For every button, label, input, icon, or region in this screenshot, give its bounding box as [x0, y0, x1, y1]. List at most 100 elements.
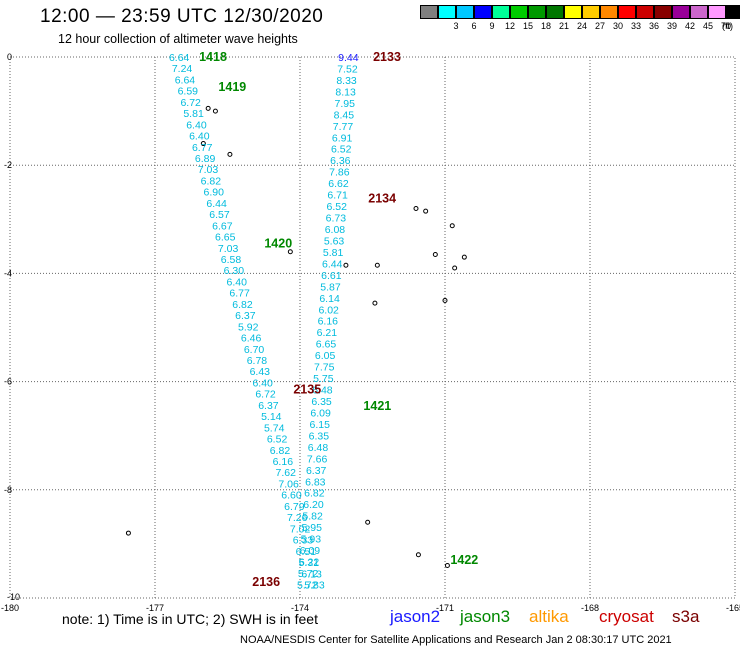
track-a-swh-value: 6.90 — [204, 187, 225, 199]
track-b-swh-value: 6.05 — [315, 350, 336, 362]
track-a-swh-value: 6.44 — [206, 198, 227, 210]
island-outline — [452, 265, 458, 271]
track-b-swh-value: 5.87 — [320, 281, 341, 293]
lon-tick-label: -165 — [726, 603, 740, 613]
track-a-swh-value: 7.03 — [218, 243, 239, 255]
track-b-swh-value: 6.35 — [311, 396, 332, 408]
track-b-swh-value: 6.73 — [326, 213, 347, 225]
track-b-swh-value: 5.82 — [302, 511, 323, 523]
track-a-swh-value: 6.51 — [296, 546, 317, 558]
track-a-swh-value: 6.82 — [201, 175, 222, 187]
lat-tick-label: -2 — [4, 160, 12, 170]
track-b-swh-value: 5.72 — [298, 568, 319, 580]
track-b-swh-value: 6.48 — [308, 442, 329, 454]
track-a-swh-value: 6.43 — [250, 366, 271, 378]
island-outline — [227, 151, 233, 157]
track-a-swh-value: 6.13 — [301, 568, 322, 580]
legend-unit: (ft) — [722, 21, 733, 31]
track-a-swh-value: 6.67 — [212, 220, 233, 232]
legend-swatch — [528, 5, 546, 19]
track-a-swh-value: 7.06 — [278, 478, 299, 490]
legend-label: 42 — [684, 21, 695, 31]
track-a-swh-value: 6.40 — [189, 131, 210, 143]
map-frame — [9, 56, 736, 599]
track-a-swh-value: 5.92 — [238, 321, 259, 333]
track-b-swh-value: 7.86 — [329, 167, 350, 179]
legend-label: 36 — [648, 21, 659, 31]
track-b-swh-value: 5.81 — [323, 247, 344, 259]
legend-label: 15 — [522, 21, 533, 31]
island-outline — [343, 262, 349, 268]
track-a-swh-value: 6.40 — [227, 276, 248, 288]
track-b-swh-value: 6.22 — [299, 557, 320, 569]
pass-time-label: 1420 — [264, 237, 292, 251]
satellite-name: cryosat — [599, 607, 654, 626]
track-b-swh-value: 5.75 — [313, 373, 334, 385]
satellite-name: s3a — [672, 607, 700, 626]
track-b-swh-value: 7.95 — [335, 98, 356, 110]
track-a-swh-value: 6.72 — [255, 389, 276, 401]
legend-swatch — [726, 5, 740, 19]
legend-label: 18 — [540, 21, 551, 31]
lat-tick-label: -4 — [4, 268, 12, 278]
track-a-swh-value: 6.64 — [175, 74, 196, 86]
track-a-swh-value: 6.16 — [273, 456, 294, 468]
legend-label: 45 — [702, 21, 713, 31]
legend-swatch — [636, 5, 654, 19]
track-a-swh-value: 6.72 — [180, 97, 201, 109]
track-b-swh-value: 6.91 — [332, 132, 353, 144]
track-a-swh-value: 5.81 — [183, 108, 204, 120]
track-b-swh-value: 5.72 — [297, 579, 318, 591]
legend-swatch — [546, 5, 564, 19]
track-b-swh-value: 6.52 — [327, 201, 348, 213]
track-b-swh-value: 6.65 — [316, 339, 337, 351]
legend-label: 33 — [630, 21, 641, 31]
track-b-swh-value: 8.45 — [334, 109, 355, 121]
legend-swatch — [600, 5, 618, 19]
track-a-swh-value: 6.77 — [229, 288, 250, 300]
track-a-swh-value: 5.14 — [261, 411, 282, 423]
track-b-swh-value: 6.83 — [305, 476, 326, 488]
track-a-swh-value: 6.59 — [178, 86, 199, 98]
legend-swatch — [510, 5, 528, 19]
legend-label: 21 — [558, 21, 569, 31]
pass-time-label: 1419 — [218, 80, 246, 94]
lon-tick-label: -168 — [581, 603, 599, 613]
pass-time-label: 2135 — [293, 383, 321, 397]
lon-tick-label: -177 — [146, 603, 164, 613]
legend-label: 39 — [666, 21, 677, 31]
pass-time-label: 2133 — [373, 50, 401, 64]
legend-label: 9 — [489, 21, 495, 31]
track-a-swh-value: 6.79 — [284, 501, 305, 513]
track-a-swh-value: 6.65 — [215, 232, 236, 244]
track-a-swh-value: 6.40 — [252, 377, 273, 389]
track-b-swh-value: 6.09 — [310, 407, 331, 419]
track-a-swh-value: 6.89 — [195, 153, 216, 165]
map-subtitle: 12 hour collection of altimeter wave hei… — [58, 32, 298, 46]
track-b-swh-value: 6.52 — [331, 144, 352, 156]
track-a-swh-value: 6.70 — [244, 344, 265, 356]
legend-swatch — [474, 5, 492, 19]
track-b-swh-value: 7.52 — [337, 63, 358, 75]
track-a-swh-value: 6.33 — [293, 535, 314, 547]
credit-line: NOAA/NESDIS Center for Satellite Applica… — [240, 634, 672, 646]
legend-swatch — [654, 5, 672, 19]
legend-label: 70 — [720, 21, 731, 31]
legend-label: 12 — [504, 21, 515, 31]
track-b-swh-value: 6.16 — [318, 316, 339, 328]
island-outline — [461, 254, 467, 260]
legend-swatch — [420, 5, 438, 19]
pass-time-label: 1422 — [450, 553, 478, 567]
track-b-swh-value: 7.77 — [333, 121, 354, 133]
track-a-swh-value: 6.37 — [258, 400, 279, 412]
island-outline — [449, 223, 455, 229]
legend-swatch — [672, 5, 690, 19]
track-b-swh-value: 5.93 — [301, 534, 322, 546]
satellite-name: altika — [529, 607, 569, 626]
legend-swatch — [492, 5, 510, 19]
lat-tick-label: -6 — [4, 377, 12, 387]
track-a-swh-value: 7.03 — [198, 164, 219, 176]
track-a-swh-value: 6.46 — [241, 333, 262, 345]
island-outline — [413, 205, 419, 211]
